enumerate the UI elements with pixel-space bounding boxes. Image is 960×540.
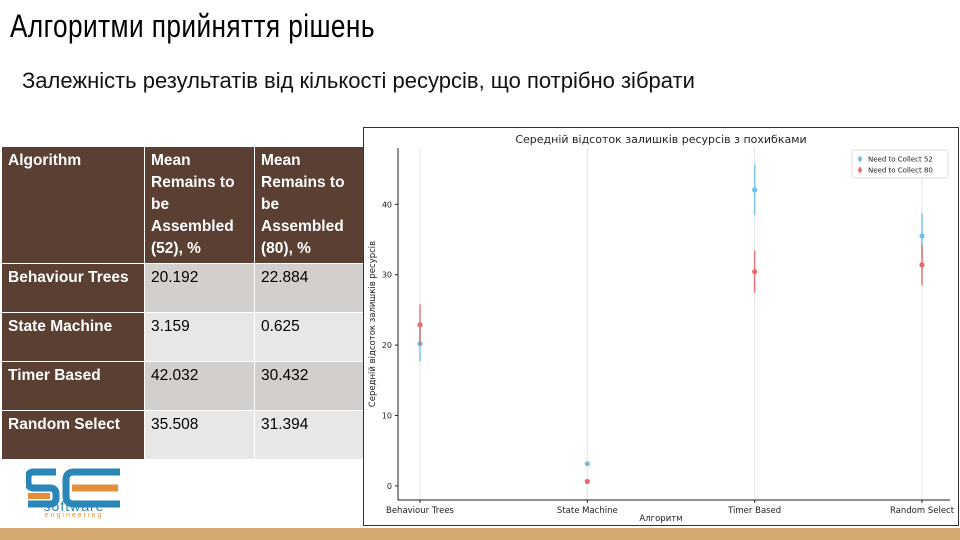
slide-title: Алгоритми прийняття рішень	[10, 8, 375, 44]
x-tick-label: Timer Based	[727, 506, 781, 516]
table-cell-value: 31.394	[254, 410, 364, 460]
legend-label: Need to Collect 80	[868, 167, 933, 175]
software-engineering-logo	[26, 468, 120, 508]
table-cell-algorithm: Behaviour Trees	[1, 263, 145, 313]
table-row: State Machine 3.159 0.625	[1, 312, 364, 362]
error-bar-chart: Середній відсоток залишків ресурсів з по…	[368, 133, 955, 524]
data-point	[919, 233, 925, 239]
legend-label: Need to Collect 52	[868, 156, 933, 164]
table-cell-value: 22.884	[254, 263, 364, 313]
chart-title: Середній відсоток залишків ресурсів з по…	[515, 133, 806, 146]
table-cell-algorithm: Timer Based	[1, 361, 145, 411]
x-tick-label: Behaviour Trees	[386, 506, 455, 516]
data-point	[752, 187, 758, 193]
legend-box	[851, 149, 949, 179]
table-cell-value: 35.508	[144, 410, 255, 460]
table-cell-algorithm: Random Select	[1, 410, 145, 460]
logo-text-engineering: engineering	[44, 512, 104, 519]
x-axis-label: Алгоритм	[639, 514, 682, 524]
table-cell-value: 30.432	[254, 361, 364, 411]
table-row: Timer Based 42.032 30.432	[1, 361, 364, 411]
legend-marker	[858, 168, 862, 172]
chart-frame: Середній відсоток залишків ресурсів з по…	[363, 127, 959, 526]
results-table: Algorithm Mean Remains to be Assembled (…	[1, 146, 364, 460]
y-tick-label: 40	[382, 200, 392, 209]
data-point	[584, 478, 590, 485]
table-header-cell: Algorithm	[1, 146, 145, 264]
table-cell-value: 0.625	[254, 312, 364, 362]
table-cell-algorithm: State Machine	[1, 312, 145, 362]
y-tick-label: 0	[387, 482, 392, 491]
data-point	[752, 269, 758, 275]
logo-text-software: software	[43, 498, 105, 514]
table-cell-value: 20.192	[144, 263, 255, 313]
data-point	[417, 322, 423, 328]
legend-marker	[858, 157, 862, 161]
table-row: Random Select 35.508 31.394	[1, 410, 364, 460]
y-tick-label: 20	[382, 341, 392, 350]
table-cell-value: 42.032	[144, 361, 255, 411]
data-point	[919, 262, 925, 268]
y-tick-label: 10	[382, 412, 392, 421]
slide-subtitle: Залежність результатів від кількості рес…	[22, 68, 695, 93]
table-header-cell: Mean Remains to be Assembled (80), %	[254, 146, 364, 264]
y-axis-label: Середній відсоток залишків ресурсів	[368, 241, 378, 407]
data-point	[584, 461, 590, 467]
x-tick-label: State Machine	[557, 506, 618, 516]
table-row: Behaviour Trees 20.192 22.884	[1, 263, 364, 313]
x-tick-label: Random Select	[890, 506, 955, 516]
table-header-cell: Mean Remains to be Assembled (52), %	[144, 146, 255, 264]
footer-bar	[0, 528, 960, 540]
table-header-row: Algorithm Mean Remains to be Assembled (…	[1, 146, 364, 264]
table-cell-value: 3.159	[144, 312, 255, 362]
y-tick-label: 30	[382, 271, 392, 280]
